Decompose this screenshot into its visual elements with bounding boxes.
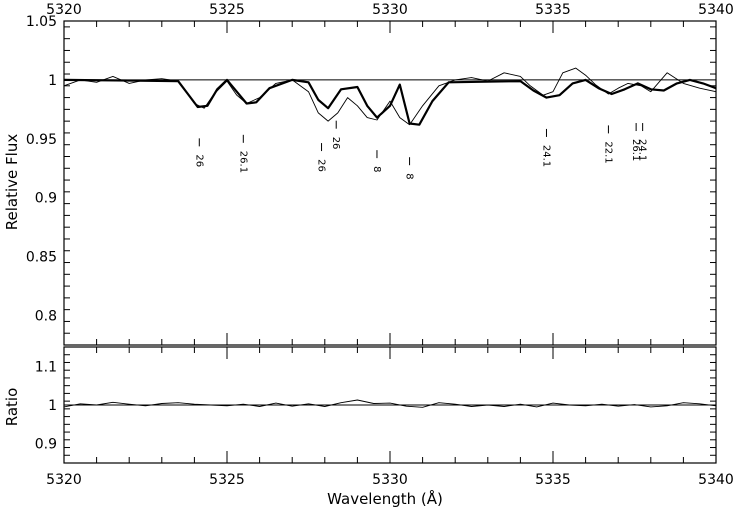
line-id-label: 26 xyxy=(193,154,204,167)
y-tick-label: 0.85 xyxy=(26,250,57,266)
y-tick-label: 0.9 xyxy=(35,191,57,207)
y-tick-label: 0.95 xyxy=(26,132,57,148)
line-id-label: 24.1 xyxy=(637,139,648,161)
line-id-label: 26 xyxy=(330,137,341,150)
y-tick-label: 1 xyxy=(48,73,57,89)
x-tick-label: 5325 xyxy=(209,472,245,488)
x-tick-label: 5340 xyxy=(698,472,734,488)
ratio-panel: 0.9 1 1.1 5320 5325 5330 5335 5340 xyxy=(35,346,734,488)
x-tick-label: 5320 xyxy=(46,472,82,488)
line-id-label: 22.1 xyxy=(602,141,613,163)
observed-spectrum-line xyxy=(63,67,717,126)
line-id-label: 26 xyxy=(316,159,327,172)
line-id-label: 24.1 xyxy=(541,145,552,167)
plot-frame xyxy=(63,346,717,464)
x-tick-label: 5330 xyxy=(372,472,408,488)
plot-frame xyxy=(63,20,717,346)
y-tick-label: 1.05 xyxy=(26,14,57,30)
y-tick-label: 0.8 xyxy=(35,309,57,325)
x-tick-label: 5320 xyxy=(46,2,82,18)
x-tick-label: 5325 xyxy=(209,2,245,18)
y-tick-label: 1.1 xyxy=(35,359,57,375)
line-id-label: 8 xyxy=(371,166,382,172)
flux-axis-label: Relative Flux xyxy=(3,134,21,231)
y-tick-label: 0.9 xyxy=(35,437,57,453)
x-tick-label: 5340 xyxy=(698,2,734,18)
x-tick-label: 5335 xyxy=(535,472,571,488)
x-tick-label: 5335 xyxy=(535,2,571,18)
wavelength-axis-label: Wavelength (Å) xyxy=(327,489,443,508)
ratio-axis-label: Ratio xyxy=(3,388,21,427)
x-tick-label: 5330 xyxy=(372,2,408,18)
y-tick-label: 1 xyxy=(48,398,57,414)
line-id-label: 26.1 xyxy=(237,151,248,173)
observed-spectrum-line xyxy=(63,399,717,408)
synthetic-spectrum-line xyxy=(63,78,717,126)
line-id-label: 26.1 xyxy=(630,139,641,161)
line-id-label: 8 xyxy=(404,173,415,179)
